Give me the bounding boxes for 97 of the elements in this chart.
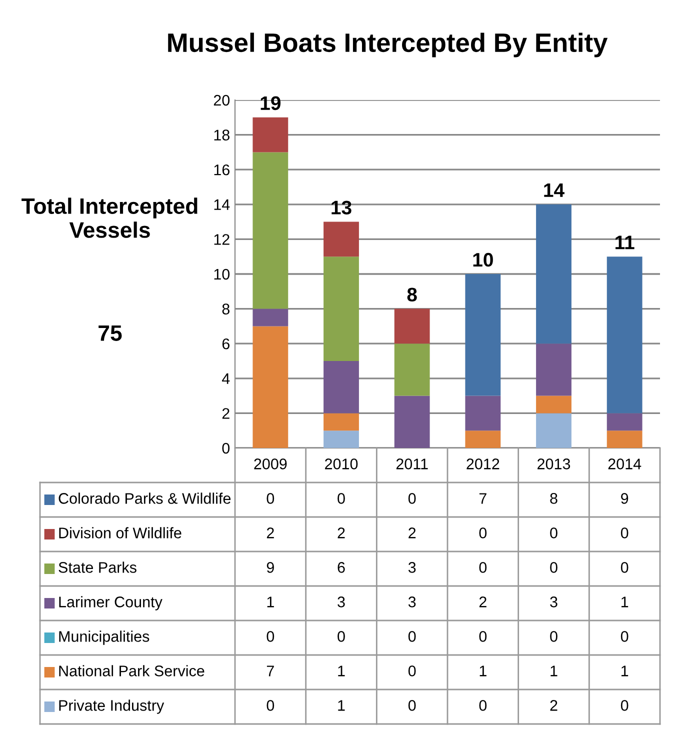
bar — [465, 396, 501, 431]
data-label: 1 — [267, 596, 274, 608]
bar — [394, 396, 430, 448]
data-label: 0 — [338, 631, 345, 642]
data-label: 3 — [338, 596, 345, 608]
legend-label: Larimer County — [59, 596, 162, 610]
bar — [324, 256, 359, 361]
bar — [606, 413, 642, 431]
data-label: 0 — [408, 700, 416, 711]
data-label: 0 — [266, 493, 274, 504]
total-label: 13 — [332, 200, 352, 215]
bar — [536, 204, 572, 344]
y-tick-label: 10 — [214, 268, 230, 280]
data-label: 3 — [550, 596, 558, 608]
x-tick-label: 2011 — [396, 458, 428, 470]
legend-label: Colorado Parks & Wildlife — [58, 492, 231, 504]
total-label: 11 — [616, 236, 634, 250]
y-tick-label: 2 — [222, 408, 230, 419]
data-label: 0 — [408, 666, 416, 676]
total-label: 14 — [544, 184, 564, 197]
bar — [394, 308, 430, 344]
chart-title: Mussel Boats Intercepted By Entity — [168, 32, 608, 58]
data-label: 0 — [620, 562, 628, 573]
data-label: 0 — [479, 631, 487, 642]
bar — [324, 430, 359, 448]
data-label: 0 — [266, 700, 274, 711]
data-label: 1 — [338, 666, 345, 676]
bar — [252, 308, 288, 326]
legend-label: Private Industry — [59, 700, 164, 714]
x-tick-label: 2012 — [466, 458, 500, 470]
text: Total Intercepted Vessels — [22, 198, 198, 238]
data-label: 0 — [408, 631, 416, 642]
data-label: 8 — [550, 493, 558, 504]
bar — [606, 256, 642, 414]
data-label: 0 — [620, 528, 628, 538]
data-label: 1 — [480, 666, 486, 676]
data-label: 1 — [622, 596, 628, 608]
bar — [536, 396, 572, 414]
x-tick-label: 2013 — [538, 458, 570, 470]
data-label: 1 — [622, 666, 628, 676]
data-label: 3 — [408, 596, 416, 608]
data-label: 0 — [620, 700, 628, 711]
data-label: 0 — [338, 493, 345, 504]
total-label: 10 — [473, 252, 493, 267]
bar — [536, 344, 572, 396]
data-label: 0 — [550, 562, 558, 573]
data-label: 0 — [266, 631, 274, 642]
total-label: 19 — [260, 96, 281, 110]
y-tick-label: 14 — [214, 199, 230, 210]
y-tick-label: 12 — [214, 234, 230, 245]
data-label: 2 — [408, 528, 416, 538]
data-label: 7 — [479, 493, 486, 504]
data-label: 0 — [408, 493, 416, 504]
data-label: 3 — [408, 562, 416, 573]
legend-label: Municipalities — [59, 630, 150, 645]
legend-label: State Parks — [58, 562, 136, 573]
data-label: 0 — [550, 528, 558, 538]
data-label: 2 — [479, 596, 486, 608]
bar — [252, 152, 288, 309]
bar — [324, 413, 359, 431]
y-tick-label: 8 — [222, 304, 230, 314]
y-tick-label: 0 — [222, 442, 230, 454]
bar — [536, 413, 572, 448]
data-label: 2 — [266, 528, 274, 538]
x-tick-label: 2009 — [254, 458, 287, 470]
data-label: 6 — [338, 562, 345, 573]
legend-label: Division of Wildlife — [59, 527, 182, 538]
bar — [252, 326, 288, 448]
bar — [606, 430, 642, 448]
data-label: 7 — [266, 666, 274, 676]
y-tick-label: 18 — [214, 130, 230, 140]
data-label: 9 — [266, 562, 274, 573]
text: 75 — [98, 325, 122, 341]
data-label: 0 — [550, 631, 558, 642]
y-tick-label: 16 — [214, 164, 230, 176]
bar — [252, 117, 288, 152]
bar — [324, 361, 359, 414]
data-label: 9 — [621, 493, 628, 504]
data-label: 1 — [338, 700, 345, 711]
bar — [324, 222, 359, 257]
y-tick-label: 20 — [214, 94, 230, 106]
y-tick-label: 4 — [222, 373, 230, 384]
legend-label: National Park Service — [59, 665, 204, 676]
data-label: 1 — [550, 666, 558, 676]
total-label: 8 — [407, 288, 417, 302]
data-label: 0 — [620, 631, 628, 642]
data-label: 0 — [479, 700, 487, 711]
data-label: 2 — [338, 528, 345, 538]
data-label: 0 — [479, 562, 487, 573]
y-tick-label: 6 — [222, 338, 230, 350]
bar — [465, 430, 501, 448]
x-tick-label: 2010 — [325, 458, 358, 470]
bar — [465, 274, 501, 396]
data-label: 2 — [550, 700, 558, 711]
x-tick-label: 2014 — [608, 458, 642, 470]
bar — [394, 344, 430, 396]
data-label: 0 — [479, 528, 487, 538]
